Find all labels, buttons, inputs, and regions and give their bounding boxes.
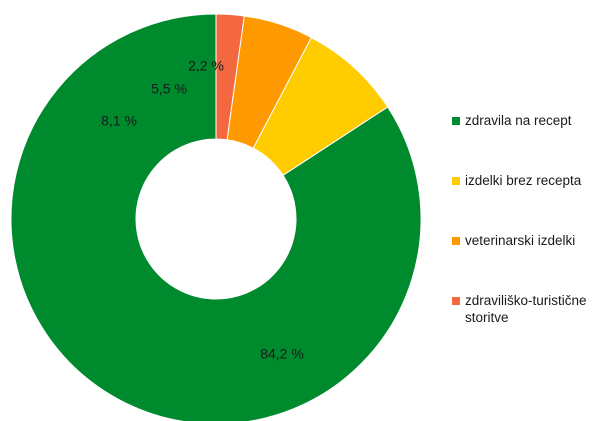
slice-label-1: 8,1 % [101, 113, 137, 129]
legend-item-zdravilisko-turisticne-storitve: zdraviliško-turistične storitve [452, 292, 592, 326]
slice-label-2: 5,5 % [151, 81, 187, 97]
legend-item-izdelki-brez-recepta: izdelki brez recepta [452, 172, 581, 189]
legend-swatch [452, 297, 460, 305]
legend-item-veterinarski-izdelki: veterinarski izdelki [452, 232, 575, 249]
legend-swatch [452, 177, 460, 185]
slice-label-3: 2,2 % [188, 58, 224, 74]
legend-label: zdravila na recept [465, 113, 572, 128]
donut-slice-3 [215, 13, 245, 141]
legend-label: zdraviliško-turistične storitve [465, 293, 587, 325]
slice-label-0: 84,2 % [260, 346, 304, 362]
legend-label: izdelki brez recepta [465, 173, 582, 188]
legend-swatch [452, 117, 460, 125]
legend-label: veterinarski izdelki [465, 233, 576, 248]
donut-slice-0 [10, 13, 422, 421]
legend-item-zdravila-na-recept: zdravila na recept [452, 112, 572, 129]
legend-swatch [452, 237, 460, 245]
